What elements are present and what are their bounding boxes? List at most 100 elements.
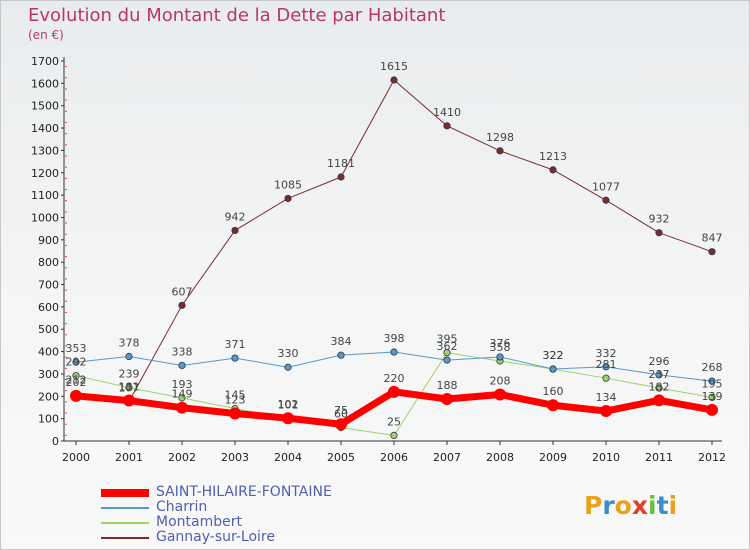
data-point [547, 399, 559, 412]
legend-item: Gannay-sur-Loire [101, 529, 421, 545]
data-point [388, 385, 400, 398]
data-point [708, 393, 716, 402]
legend-label: SAINT-HILAIRE-FONTAINE [156, 484, 332, 500]
data-point [284, 363, 292, 371]
data-label: 139 [702, 390, 723, 403]
data-point [602, 196, 610, 204]
legend-label: Montambert [156, 514, 242, 530]
legend-swatch [101, 537, 149, 539]
data-label: 182 [649, 380, 670, 393]
x-tick-label: 2004 [274, 451, 302, 464]
y-tick-label: 600 [38, 301, 59, 314]
chart-title: Evolution du Montant de la Dette par Hab… [28, 5, 446, 26]
legend-swatch [101, 522, 149, 524]
data-point [282, 412, 294, 425]
data-label: 1298 [486, 131, 514, 144]
x-tick-label: 2006 [380, 451, 408, 464]
data-label: 193 [172, 378, 193, 391]
y-tick-label: 1200 [31, 167, 59, 180]
legend-swatch [101, 507, 149, 509]
y-tick-label: 100 [38, 413, 59, 426]
data-label: 338 [172, 345, 193, 358]
logo-letter: r [602, 491, 615, 520]
logo-letter: i [648, 491, 657, 520]
data-point [655, 229, 663, 237]
data-label: 322 [543, 349, 564, 362]
y-tick-label: 1300 [31, 144, 59, 157]
data-label: 25 [387, 415, 401, 428]
data-label: 358 [490, 341, 511, 354]
chart-legend: SAINT-HILAIRE-FONTAINE Charrin Montambert G… [101, 484, 421, 545]
data-label: 847 [702, 232, 723, 245]
proxiti-logo: Proxiti [584, 491, 677, 520]
logo-letter: o [614, 491, 632, 520]
data-point [125, 383, 133, 392]
data-point [496, 147, 504, 155]
legend-item: Charrin [101, 499, 421, 515]
data-point [178, 301, 186, 309]
x-tick-label: 2000 [62, 451, 90, 464]
legend-label: Gannay-sur-Loire [156, 529, 275, 545]
data-point [602, 374, 610, 382]
legend-item: SAINT-HILAIRE-FONTAINE [101, 484, 421, 500]
data-label: 134 [596, 391, 617, 404]
data-point [390, 431, 398, 440]
data-label: 371 [225, 338, 246, 351]
data-point [176, 401, 188, 414]
data-label: 296 [649, 355, 670, 368]
data-label: 932 [649, 213, 670, 226]
data-point [337, 351, 345, 359]
data-label: 101 [278, 398, 299, 411]
data-label: 145 [225, 389, 246, 402]
data-label: 384 [331, 335, 352, 348]
data-point [708, 377, 716, 385]
data-label: 102 [278, 398, 299, 411]
data-point [178, 361, 186, 370]
data-point [72, 358, 80, 366]
data-label: 188 [437, 379, 458, 392]
data-point [443, 349, 451, 357]
x-tick-label: 2012 [698, 451, 726, 464]
data-label: 177 [119, 381, 140, 394]
y-tick-label: 1400 [31, 122, 59, 135]
data-point [706, 403, 718, 416]
data-label: 239 [119, 368, 140, 381]
y-tick-label: 300 [38, 368, 59, 381]
x-tick-label: 2008 [486, 451, 514, 464]
data-label: 395 [437, 333, 458, 346]
data-point [335, 418, 347, 431]
data-point [390, 348, 398, 356]
data-label: 160 [543, 385, 564, 398]
data-label: 1410 [433, 106, 461, 119]
data-point [708, 248, 716, 256]
y-tick-label: 500 [38, 323, 59, 336]
data-point [123, 394, 135, 407]
data-point [178, 394, 186, 402]
y-tick-label: 200 [38, 390, 59, 403]
data-point [549, 365, 557, 373]
chart-subtitle: (en €) [28, 28, 64, 42]
logo-letter: i [668, 491, 678, 520]
y-tick-label: 800 [38, 256, 59, 269]
data-point [125, 352, 133, 361]
data-label: 202 [66, 376, 87, 389]
data-label: 60 [334, 408, 348, 421]
data-label: 330 [278, 347, 299, 360]
logo-letter: P [584, 491, 603, 520]
data-point [443, 122, 451, 130]
data-label: 1213 [539, 150, 567, 163]
data-label: 942 [225, 210, 246, 223]
y-tick-label: 900 [38, 234, 59, 247]
data-point [231, 354, 239, 362]
data-label: 281 [596, 358, 617, 371]
data-label: 268 [702, 361, 723, 374]
data-point [70, 389, 82, 402]
data-point [337, 173, 345, 181]
x-tick-label: 2001 [115, 451, 143, 464]
data-label: 237 [649, 368, 670, 381]
data-point [229, 407, 241, 420]
data-label: 1077 [592, 180, 620, 193]
x-tick-label: 2002 [168, 451, 196, 464]
